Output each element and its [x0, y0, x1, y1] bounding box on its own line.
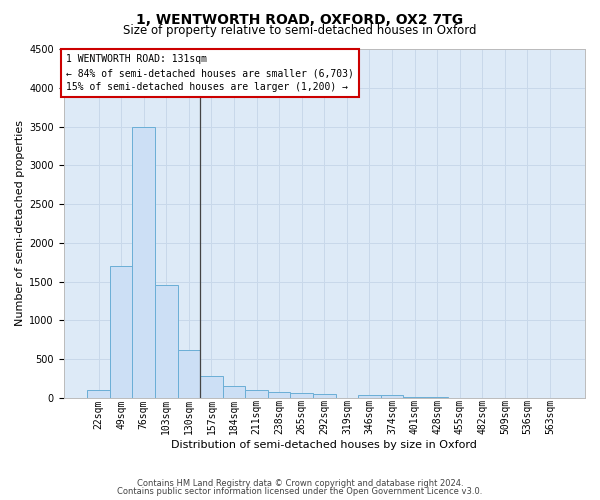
Bar — [381, 396, 403, 398]
Bar — [223, 386, 245, 398]
Bar — [245, 390, 268, 398]
Y-axis label: Number of semi-detached properties: Number of semi-detached properties — [15, 120, 25, 326]
Bar — [313, 394, 335, 398]
Bar — [290, 393, 313, 398]
Text: Contains HM Land Registry data © Crown copyright and database right 2024.: Contains HM Land Registry data © Crown c… — [137, 478, 463, 488]
Text: Contains public sector information licensed under the Open Government Licence v3: Contains public sector information licen… — [118, 487, 482, 496]
Bar — [178, 350, 200, 398]
X-axis label: Distribution of semi-detached houses by size in Oxford: Distribution of semi-detached houses by … — [172, 440, 477, 450]
Bar — [403, 397, 426, 398]
Text: 1 WENTWORTH ROAD: 131sqm
← 84% of semi-detached houses are smaller (6,703)
15% o: 1 WENTWORTH ROAD: 131sqm ← 84% of semi-d… — [66, 54, 354, 92]
Bar — [200, 376, 223, 398]
Text: Size of property relative to semi-detached houses in Oxford: Size of property relative to semi-detach… — [123, 24, 477, 37]
Bar — [358, 396, 381, 398]
Bar — [155, 286, 178, 398]
Bar — [110, 266, 133, 398]
Bar — [88, 390, 110, 398]
Bar — [133, 126, 155, 398]
Text: 1, WENTWORTH ROAD, OXFORD, OX2 7TG: 1, WENTWORTH ROAD, OXFORD, OX2 7TG — [136, 12, 464, 26]
Bar — [268, 392, 290, 398]
